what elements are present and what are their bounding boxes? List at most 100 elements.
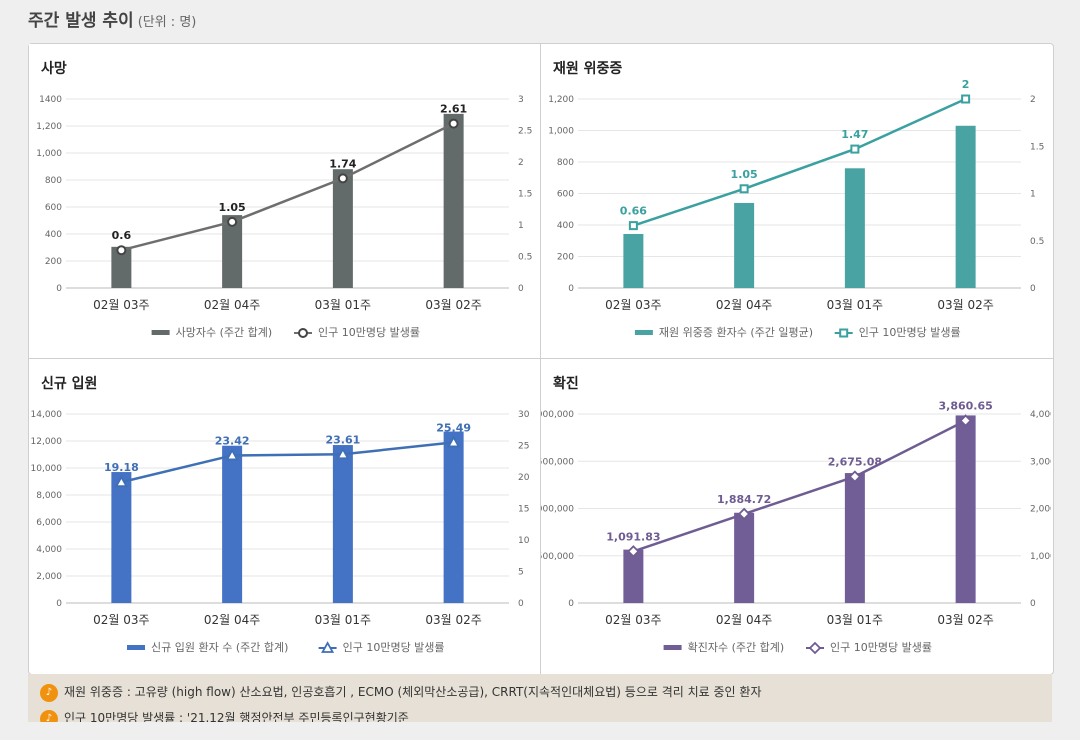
y2-tick-label: 2,000 [1030,505,1051,515]
bar [734,202,755,288]
bar [443,113,464,288]
y-tick-label: 1,200 [548,95,574,105]
triangle-marker [225,448,239,461]
y2-tick-label: 2 [1030,95,1036,105]
data-label: 1.74 [329,157,356,170]
bar [111,472,132,603]
square-marker [850,144,860,154]
data-label: 1.47 [841,128,868,141]
circle-marker [116,245,127,256]
panel-critical: 재원 위중증 1,200 1,000 800 600 400 200 0 2 1.5 1 0.5 0 0… [541,44,1051,357]
note-text: 인구 10만명당 발생률 : '21.12월 행정안전부 주민등록인구현황기준 [64,711,409,722]
data-label: 0.66 [620,205,647,218]
bar [111,246,132,288]
y-tick-label: 200 [45,257,62,267]
legend-label: 인구 10만명당 발생률 [343,641,445,654]
bar [955,125,976,289]
x-tick-label: 02월 03주 [605,613,661,627]
diamond-marker [808,641,822,655]
page-title-text: 주간 발생 추이 [28,11,134,31]
panel-title: 확진 [553,376,579,392]
y-tick-label: 2,000,000 [541,410,574,420]
y2-tick-label: 2.5 [518,127,532,137]
y-tick-label: 600 [45,203,62,213]
y-tick-label: 14,000 [31,410,63,420]
y-tick-label: 1,500,000 [541,457,574,467]
rate-line [121,441,454,484]
rate-line [121,122,455,252]
y-tick-label: 12,000 [31,437,63,447]
bar [844,168,865,288]
data-label: 25.49 [436,421,471,434]
data-label: 0.6 [112,229,132,242]
data-label: 3,860.65 [938,400,992,413]
data-label: 2 [962,78,970,91]
x-tick-label: 03월 02주 [425,298,481,312]
y2-tick-label: 0.5 [1030,237,1044,247]
y-tick-label: 1,000 [36,149,62,159]
y-tick-label: 200 [557,253,574,263]
bar [623,549,644,603]
x-tick-label: 03월 02주 [937,613,993,627]
panel-title: 신규 입원 [41,376,98,392]
x-tick-label: 03월 02주 [425,613,481,627]
y2-tick-label: 30 [518,410,530,420]
legend-label: 사망자수 (주간 합계) [176,326,273,339]
data-label: 1.05 [731,168,758,181]
y-tick-label: 0 [56,284,62,294]
x-tick-label: 02월 04주 [716,298,772,312]
x-tick-label: 02월 03주 [93,298,149,312]
data-label: 23.42 [215,434,250,447]
admissions-chart: 14,00012,00010,0008,0006,0004,0002,00003… [31,410,530,654]
legend-label: 확진자수 (주간 합계) [688,641,785,654]
y2-tick-label: 3 [518,95,524,105]
bar [623,233,644,288]
page-title: 주간 발생 추이 (단위 : 명) [28,6,196,31]
legend-bar-swatch [634,330,653,335]
data-label: 1.05 [219,201,246,214]
panel-deaths: 사망 1400 1,200 1,000 800 600 400 200 0 3 2.5 2 1.5 1 0… [29,44,539,357]
triangle-marker [321,641,335,653]
y-tick-label: 4,000 [36,545,62,555]
y-tick-label: 800 [557,158,574,168]
y2-tick-label: 25 [518,442,529,452]
circle-marker [227,216,238,227]
rate-line [632,97,967,227]
bar [734,512,755,603]
legend-label: 신규 입원 환자 수 (주간 합계) [151,641,288,654]
legend-label: 인구 10만명당 발생률 [859,326,961,339]
y-tick-label: 8,000 [36,491,62,501]
panel-title: 사망 [41,61,67,77]
legend-bar-swatch [127,645,145,650]
y2-tick-label: 0 [518,284,524,294]
y-tick-label: 1,000 [548,127,574,137]
x-tick-label: 03월 01주 [827,298,883,312]
data-label: 1,091.83 [606,530,660,543]
triangle-marker [447,435,461,448]
bar [222,215,243,288]
x-tick-label: 03월 01주 [315,298,371,312]
legend-label: 인구 10만명당 발생률 [830,641,932,654]
bar [222,445,243,603]
data-label: 1,884.72 [717,493,771,506]
chart-grid: 사망 1400 1,200 1,000 800 600 400 200 0 3 2.5 2 1.5 1 0… [28,43,1054,675]
y2-tick-label: 0.5 [518,253,532,263]
y-tick-label: 400 [557,221,574,231]
y-tick-label: 1,200 [36,122,62,132]
y-tick-label: 0 [568,599,574,609]
y-tick-label: 500,000 [541,552,574,562]
diamond-marker [959,414,972,427]
y-tick-label: 1,000,000 [541,505,574,515]
bar [955,415,976,603]
x-tick-label: 02월 04주 [204,298,260,312]
y-tick-label: 600 [557,190,574,200]
note-item: ♪ 재원 위중증 : 고유량 (high flow) 산소요법, 인공호흡기 , … [40,683,761,702]
data-label: 19.18 [104,461,139,474]
y2-tick-label: 0 [518,599,524,609]
square-marker [739,184,749,194]
y-tick-label: 0 [568,284,574,294]
panel-title: 재원 위중증 [553,61,623,77]
diamond-marker [627,545,640,558]
critical-chart: 1,200 1,000 800 600 400 200 0 2 1.5 1 0.5 0 02월 03주 0… [548,78,1044,339]
y-tick-label: 1400 [39,95,62,105]
